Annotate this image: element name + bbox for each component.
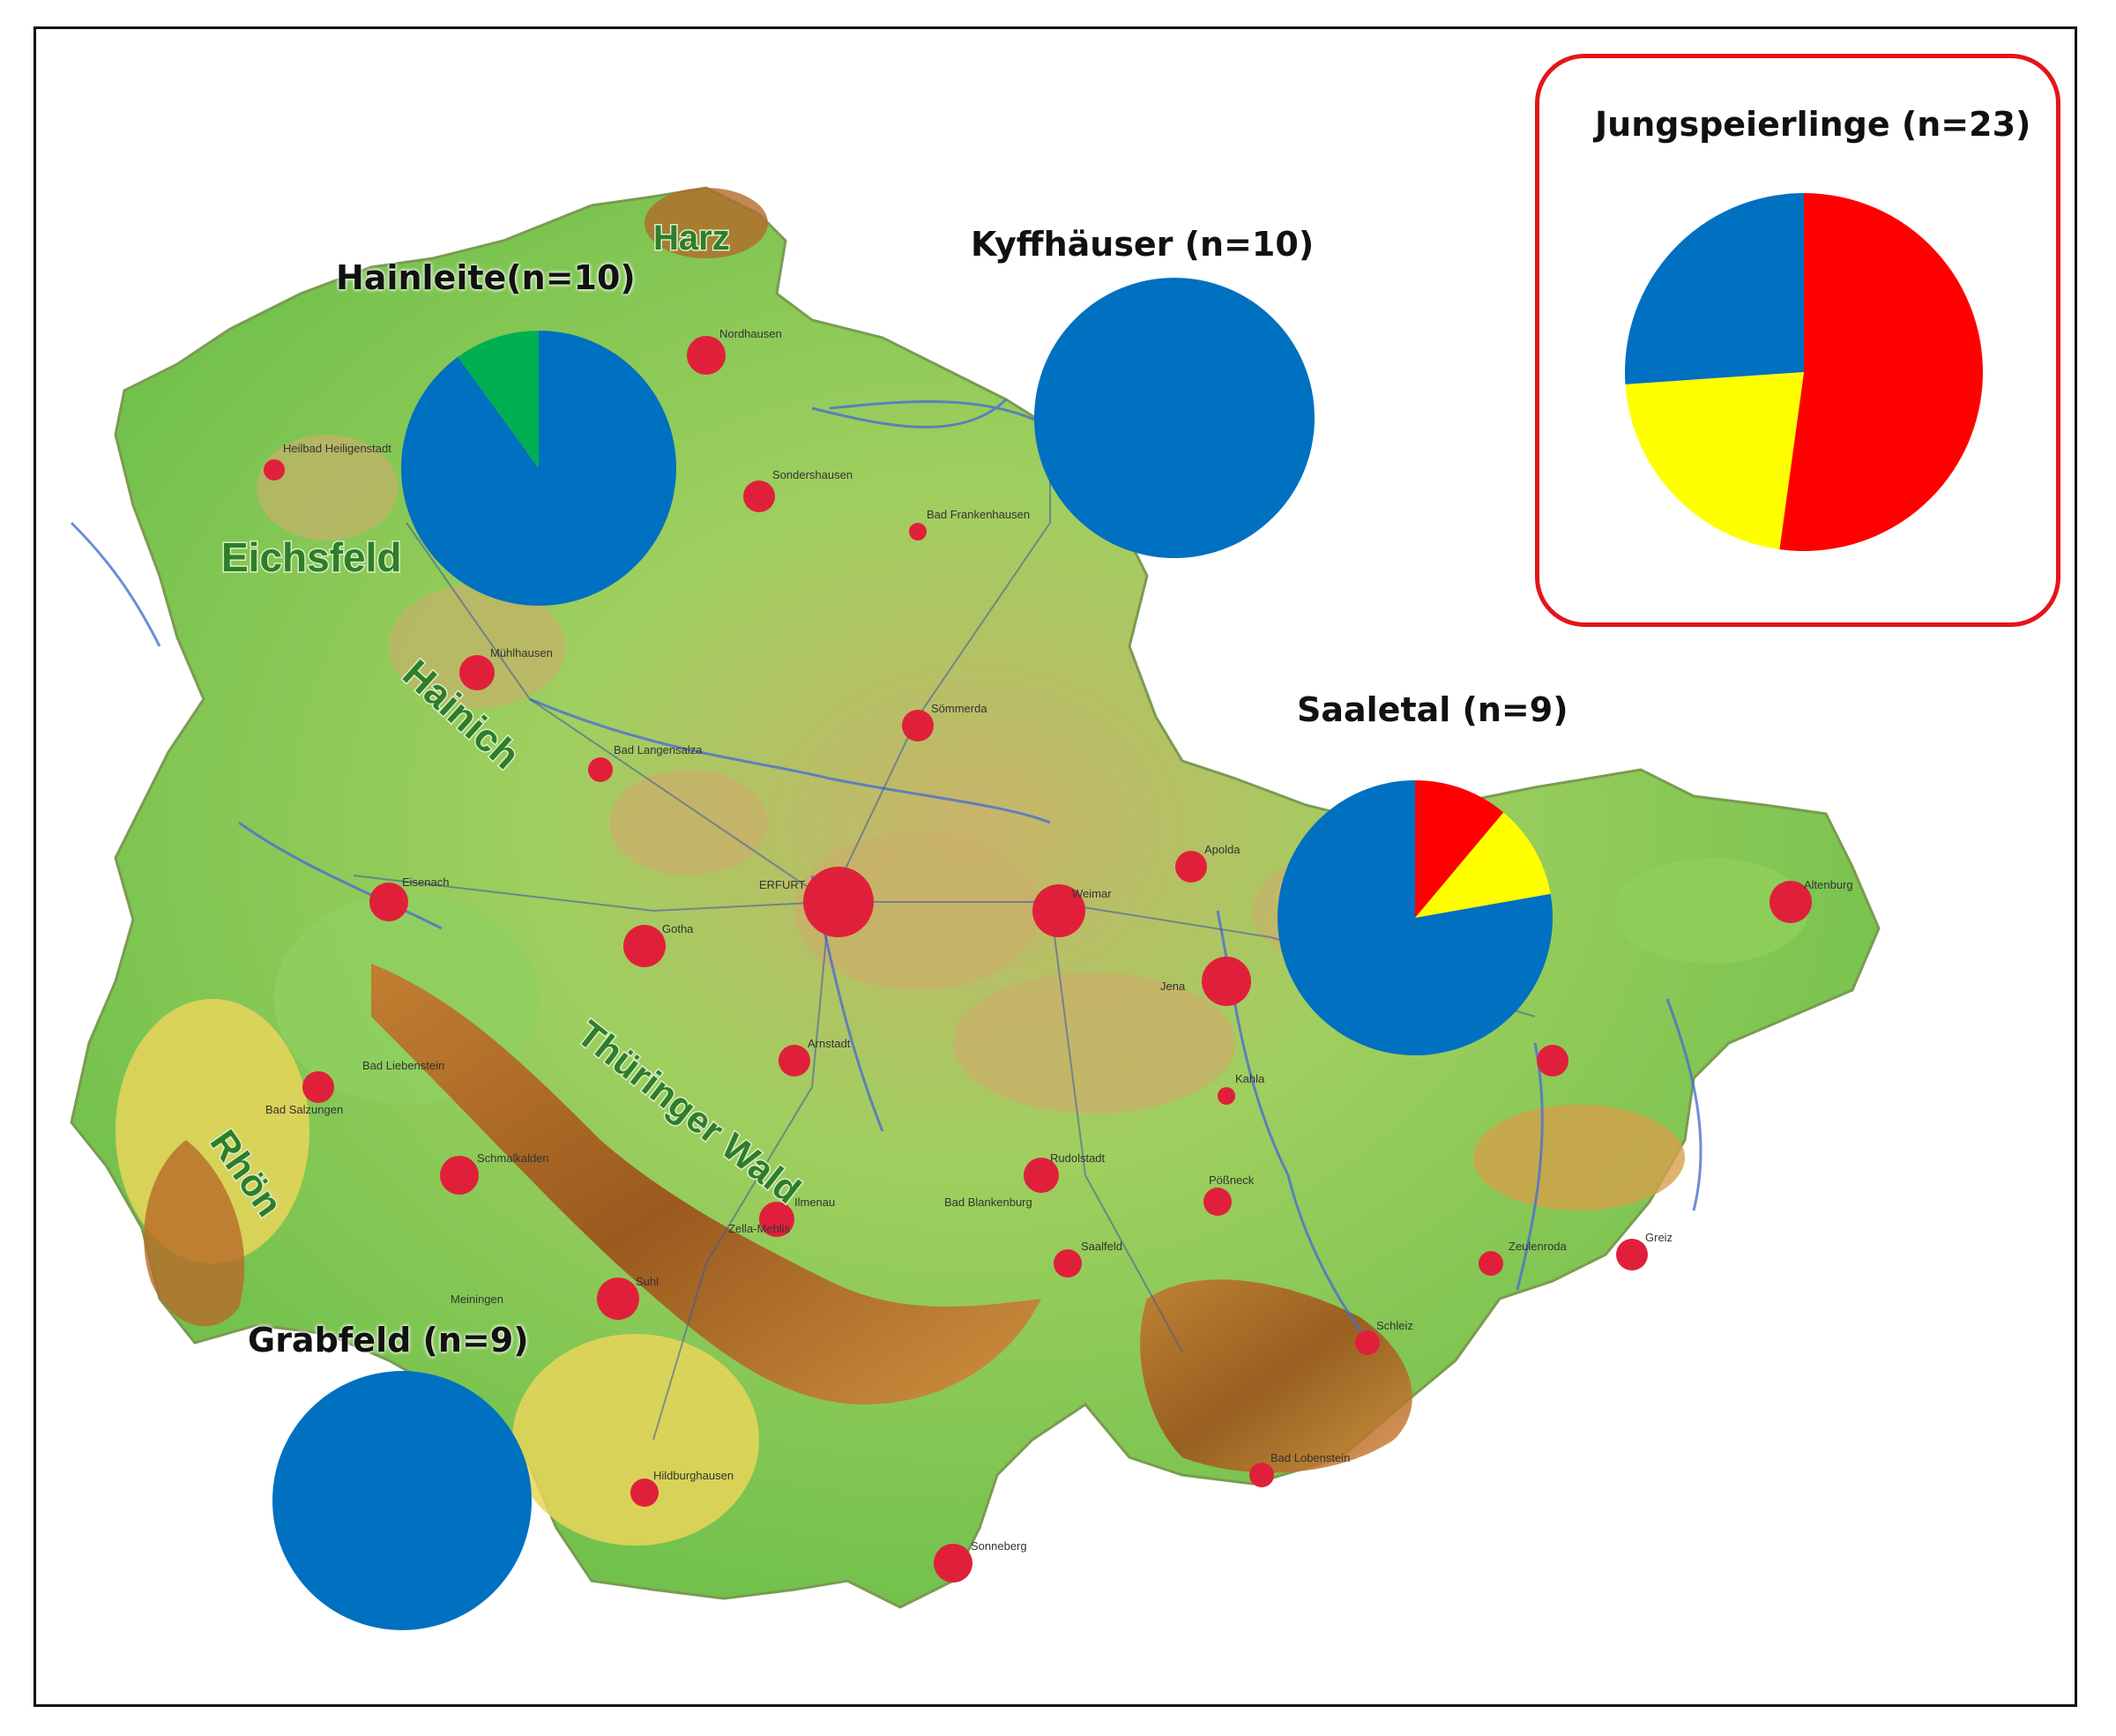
pie-chart-kyffhaeuser <box>1034 278 1315 558</box>
city-label: Bad Lobenstein <box>1270 1451 1350 1464</box>
city-label: Mühlhausen <box>490 646 553 659</box>
city-label: Bad Salzungen <box>265 1103 343 1116</box>
city-label: Arnstadt <box>808 1037 851 1050</box>
city-label: Zella-Mehlis <box>728 1222 791 1235</box>
pie-title-grabfeld: Grabfeld (n=9) <box>248 1321 529 1360</box>
city-labels: Nordhausen Sondershausen Bad Frankenhausen… <box>265 327 1853 1553</box>
map-figure: Harz Eichsfeld Hainich Thüringer Wald Rh… <box>34 26 2077 1707</box>
pie-slice-blue <box>1034 278 1315 558</box>
pie-slice-blue <box>1278 780 1553 1055</box>
pie-title-kyffhaeuser: Kyffhäuser (n=10) <box>971 225 1315 264</box>
city-label: Bad Liebenstein <box>362 1059 444 1072</box>
rhoen-highlands <box>144 1140 245 1327</box>
pie-chart-hainleite <box>400 331 676 606</box>
city-label: Sömmerda <box>931 702 987 715</box>
city-label: Jena <box>1160 980 1186 993</box>
relief-patches <box>115 188 1808 1546</box>
city-label: Heilbad Heiligenstadt <box>283 442 391 455</box>
pie-slice-yellow <box>1625 372 1804 550</box>
city-label: Eisenach <box>402 875 449 889</box>
pie-title-jungspeierlinge: Jungspeierlinge (n=23) <box>1595 105 2031 144</box>
city-label: Gotha <box>662 922 694 935</box>
city-label: Saalfeld <box>1081 1240 1122 1253</box>
pie-chart-saaletal <box>1278 780 1553 1055</box>
pie-slice-blue <box>272 1371 532 1630</box>
pie-title-hainleite: Hainleite(n=10) <box>336 258 636 297</box>
city-label: Apolda <box>1204 843 1241 856</box>
city-label: Ilmenau <box>794 1196 835 1209</box>
pie-chart-grabfeld <box>272 1371 532 1630</box>
city-label: Bad Langensalza <box>614 743 703 756</box>
city-label: Zeulenroda <box>1509 1240 1568 1253</box>
city-label: Nordhausen <box>719 327 782 340</box>
city-label: Meiningen <box>451 1293 503 1306</box>
pie-slice-blue <box>400 331 676 606</box>
city-label: Greiz <box>1645 1231 1673 1244</box>
east-highlands <box>1140 1279 1412 1473</box>
pie-slice-red <box>1415 780 1504 918</box>
city-label: Schleiz <box>1376 1319 1413 1332</box>
city-label: ERFURT <box>759 878 806 891</box>
city-label: Weimar <box>1072 887 1112 900</box>
pie-slice-green <box>458 331 539 468</box>
city-markers <box>264 336 1812 1583</box>
city-label: Bad Frankenhausen <box>927 508 1030 521</box>
city-label: Sonneberg <box>971 1539 1027 1553</box>
city-label: Rudolstadt <box>1050 1151 1106 1165</box>
city-label: Bad Blankenburg <box>944 1196 1032 1209</box>
pie-slice-red <box>1779 193 1983 551</box>
region-label: Harz <box>653 219 730 257</box>
city-label: Altenburg <box>1804 878 1853 891</box>
pie-chart-jungspeierlinge <box>1625 193 1983 551</box>
region-label: Eichsfeld <box>221 534 402 580</box>
city-label: Sondershausen <box>772 468 853 481</box>
city-label: Suhl <box>636 1275 659 1288</box>
pie-slice-yellow <box>1415 812 1551 918</box>
pie-slice-blue <box>1625 193 1804 384</box>
city-label: Schmalkalden <box>477 1151 549 1165</box>
city-label: Pößneck <box>1209 1173 1255 1187</box>
pie-title-saaletal: Saaletal (n=9) <box>1297 690 1568 729</box>
city-label: Hildburghausen <box>653 1469 734 1482</box>
city-label: Kahla <box>1235 1072 1265 1085</box>
forest-ridge <box>371 964 1041 1404</box>
